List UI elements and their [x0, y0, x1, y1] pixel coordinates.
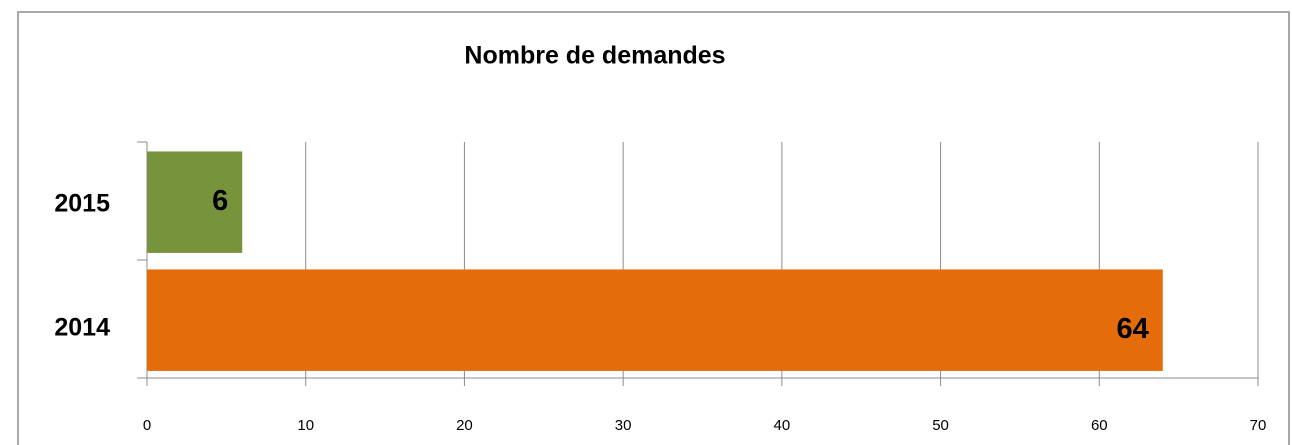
chart-title: Nombre de demandes [464, 42, 725, 70]
x-tick-label: 50 [932, 417, 949, 434]
bar [147, 151, 243, 253]
x-tick-label: 0 [143, 417, 151, 434]
y-tick-label: 2015 [54, 190, 110, 218]
x-tick-label: 40 [774, 417, 791, 434]
x-tick-label: 30 [615, 417, 632, 434]
x-tick-label: 70 [1250, 417, 1267, 434]
x-tick-label: 60 [1091, 417, 1108, 434]
y-tick-label: 2014 [54, 314, 110, 342]
data-label: 6 [212, 185, 228, 217]
bar [147, 269, 1163, 371]
x-tick-label: 10 [297, 417, 314, 434]
x-tick-label: 20 [456, 417, 473, 434]
data-label: 64 [1117, 313, 1149, 345]
